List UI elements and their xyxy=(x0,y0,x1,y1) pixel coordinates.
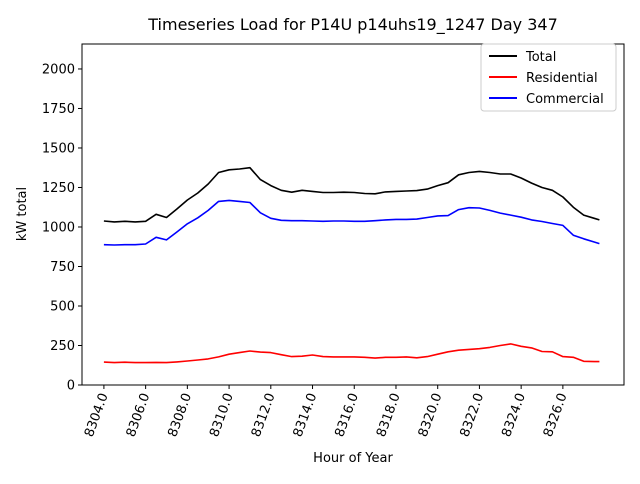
series-line-total xyxy=(103,166,600,223)
series-line-residential xyxy=(103,343,600,364)
x-tick-label: 8312.0 xyxy=(249,391,279,439)
legend: Total Residential Commercial xyxy=(480,43,617,112)
x-tick-label: 8308.0 xyxy=(165,391,195,439)
y-tick-label: 750 xyxy=(50,260,75,275)
chart-title: Timeseries Load for P14U p14uhs19_1247 D… xyxy=(147,15,558,35)
y-axis-label: kW total xyxy=(15,187,30,241)
x-axis-label: Hour of Year xyxy=(313,451,393,466)
legend-label-commercial: Commercial xyxy=(526,92,604,107)
y-tick-label: 1250 xyxy=(42,181,75,196)
series-layer xyxy=(103,166,600,364)
y-tick-label: 250 xyxy=(50,339,75,354)
x-tick-label: 8304.0 xyxy=(82,391,112,439)
y-tick-label: 500 xyxy=(50,299,75,314)
x-tick-label: 8324.0 xyxy=(499,391,529,439)
x-tick-label: 8322.0 xyxy=(458,391,488,439)
plot-area-frame xyxy=(81,43,625,386)
x-axis: 8304.0 8306.0 8308.0 8310.0 8312.0 8314.0 8316… xyxy=(82,385,571,439)
x-tick-label: 8318.0 xyxy=(374,391,404,439)
y-tick-label: 1500 xyxy=(42,141,75,156)
y-tick-label: 1750 xyxy=(42,102,75,117)
legend-label-total: Total xyxy=(525,50,556,65)
x-tick-label: 8314.0 xyxy=(291,391,321,439)
series-line-commercial xyxy=(103,199,600,246)
legend-box xyxy=(480,43,617,112)
x-tick-label: 8310.0 xyxy=(207,391,237,439)
y-tick-label: 2000 xyxy=(42,62,75,77)
x-tick-label: 8316.0 xyxy=(332,391,362,439)
y-axis: 0 250 500 750 1000 1250 1500 1750 2000 xyxy=(42,62,82,394)
y-tick-label: 1000 xyxy=(42,220,75,235)
x-tick-label: 8320.0 xyxy=(416,391,446,439)
y-tick-label: 0 xyxy=(67,379,75,394)
x-tick-label: 8326.0 xyxy=(541,391,571,439)
x-tick-label: 8306.0 xyxy=(124,391,154,439)
legend-label-residential: Residential xyxy=(526,71,598,86)
